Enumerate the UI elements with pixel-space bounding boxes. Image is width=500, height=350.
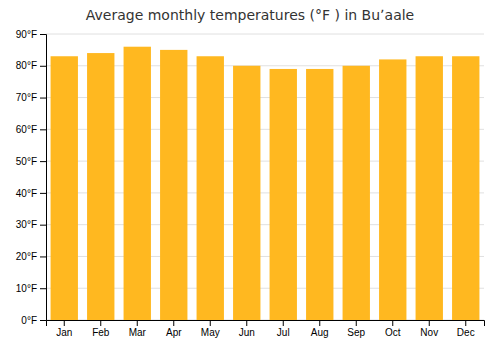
x-tick-mark [173, 320, 174, 326]
y-tick-mark [40, 320, 46, 321]
x-tick: Jun [239, 320, 255, 338]
y-tick-label: 20°F [16, 251, 37, 262]
x-tick-label: Jul [277, 327, 290, 338]
x-tick-mark [319, 320, 320, 326]
y-tick: 40°F [16, 188, 46, 199]
x-tick-label: Jan [56, 327, 72, 338]
y-tick: 0°F [21, 315, 46, 326]
bar [343, 66, 370, 320]
x-tick-label: Sep [347, 327, 365, 338]
y-tick-mark [40, 161, 46, 162]
x-tick-label: Oct [385, 327, 401, 338]
y-tick-label: 40°F [16, 188, 37, 199]
y-tick-mark [40, 193, 46, 194]
y-tick-label: 30°F [16, 219, 37, 230]
x-tick-mark [137, 320, 138, 326]
x-axis: Jan Feb Mar Apr May Jun Jul Aug Sep Oct Nov Dec [47, 320, 485, 338]
x-tick: Jul [277, 320, 290, 338]
x-tick-mark [100, 320, 101, 326]
x-tick-mark [392, 320, 393, 326]
y-tick: 60°F [16, 124, 46, 135]
plot-area: 0°F 10°F 20°F 30°F 40°F 50°F 60°F 70°F 80°F 90°F J… [16, 29, 485, 338]
y-tick: 30°F [16, 219, 46, 230]
x-tick: Oct [385, 320, 401, 338]
bar [416, 56, 443, 320]
x-tick: Dec [457, 320, 475, 338]
chart-container: Average monthly temperatures (°F ) in Bu… [0, 0, 500, 350]
y-tick-mark [40, 256, 46, 257]
x-tick-mark [429, 320, 430, 326]
bar [379, 59, 406, 320]
grid-line [46, 34, 484, 35]
bar [306, 69, 333, 320]
y-tick-label: 90°F [16, 29, 37, 40]
y-tick: 80°F [16, 60, 46, 71]
x-tick: Feb [92, 320, 110, 338]
bar [270, 69, 297, 320]
x-tick-mark [246, 320, 247, 326]
y-tick-mark [40, 66, 46, 67]
y-tick-label: 60°F [16, 124, 37, 135]
y-tick-label: 0°F [21, 315, 37, 326]
x-tick: Sep [347, 320, 365, 338]
x-tick-label: Feb [92, 327, 110, 338]
x-tick-label: Jun [239, 327, 255, 338]
x-tick-label: Mar [129, 327, 147, 338]
x-tick: Apr [166, 320, 182, 338]
y-tick-mark [40, 288, 46, 289]
grid [46, 34, 484, 320]
x-tick-label: Apr [166, 327, 182, 338]
y-tick-mark [40, 129, 46, 130]
y-tick: 70°F [16, 92, 46, 103]
bar [233, 66, 260, 320]
bar [197, 56, 224, 320]
y-tick-mark [40, 34, 46, 35]
y-tick-mark [40, 98, 46, 99]
bar [87, 53, 114, 320]
bar [51, 56, 78, 320]
y-tick: 90°F [16, 29, 46, 40]
y-tick: 50°F [16, 156, 46, 167]
bar [124, 47, 151, 320]
y-axis: 0°F 10°F 20°F 30°F 40°F 50°F 60°F 70°F 80°F 90°F [16, 29, 47, 326]
x-tick: May [201, 320, 220, 338]
y-tick-label: 70°F [16, 92, 37, 103]
bar [160, 50, 187, 320]
bar [452, 56, 479, 320]
x-tick: Jan [56, 320, 72, 338]
x-tick-label: May [201, 327, 220, 338]
y-tick: 20°F [16, 251, 46, 262]
x-tick-label: Nov [420, 327, 438, 338]
x-tick-label: Aug [311, 327, 329, 338]
axis-domain [40, 35, 47, 321]
y-tick: 10°F [16, 283, 46, 294]
x-tick-mark [465, 320, 466, 326]
x-tick: Nov [420, 320, 438, 338]
x-tick-mark [64, 320, 65, 326]
x-tick-mark [283, 320, 284, 326]
chart-svg: Average monthly temperatures (°F ) in Bu… [0, 0, 500, 350]
y-tick-mark [40, 225, 46, 226]
axis-domain [47, 321, 485, 327]
y-tick-label: 50°F [16, 156, 37, 167]
x-tick: Mar [129, 320, 147, 338]
x-tick: Aug [311, 320, 329, 338]
chart-title: Average monthly temperatures (°F ) in Bu… [86, 7, 414, 23]
x-tick-mark [356, 320, 357, 326]
x-tick-mark [210, 320, 211, 326]
y-tick-label: 80°F [16, 60, 37, 71]
bars [51, 47, 480, 320]
x-tick-label: Dec [457, 327, 475, 338]
y-tick-label: 10°F [16, 283, 37, 294]
